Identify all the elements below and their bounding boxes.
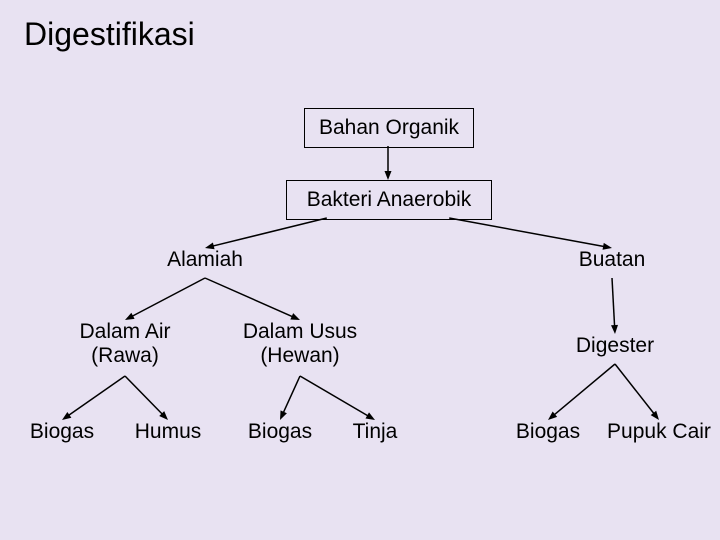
edge-arrowhead [651, 411, 659, 420]
node-humus: Humus [128, 420, 208, 448]
node-bahan: Bahan Organik [304, 108, 474, 148]
node-alamiah: Alamiah [150, 248, 260, 278]
edge-line [205, 278, 295, 318]
edge-arrowhead [62, 412, 71, 420]
node-biogas1: Biogas [22, 420, 102, 448]
edge-arrowhead [365, 412, 375, 420]
edge-line [615, 364, 656, 416]
edge-line [612, 278, 615, 329]
node-pupuk: Pupuk Cair [600, 420, 718, 448]
edge-arrowhead [290, 313, 300, 320]
edge-arrowhead [611, 325, 618, 334]
node-bakteri: Bakteri Anaerobik [286, 180, 492, 220]
diagram-stage: Digestifikasi Bahan Organik Bakteri Anaer… [0, 0, 720, 540]
page-title: Digestifikasi [24, 16, 195, 53]
node-tinja: Tinja [340, 420, 410, 448]
edge-line [282, 376, 300, 415]
node-buatan: Buatan [562, 248, 662, 278]
edge-line [125, 376, 164, 416]
edge-line [300, 376, 370, 417]
edge-line [66, 376, 125, 417]
node-biogas3: Biogas [508, 420, 588, 448]
edge-line [552, 364, 615, 417]
node-dalamair: Dalam Air (Rawa) [60, 320, 190, 376]
edge-line [130, 278, 205, 317]
edge-line [210, 218, 327, 247]
edge-arrowhead [385, 171, 392, 180]
edge-line [449, 218, 606, 247]
node-digester: Digester [560, 334, 670, 364]
edge-arrowhead [125, 313, 135, 320]
edge-arrowhead [159, 411, 168, 420]
edge-arrowhead [548, 412, 557, 420]
node-biogas2: Biogas [240, 420, 320, 448]
node-dalamusus: Dalam Usus (Hewan) [230, 320, 370, 376]
edge-arrowhead [280, 410, 287, 420]
